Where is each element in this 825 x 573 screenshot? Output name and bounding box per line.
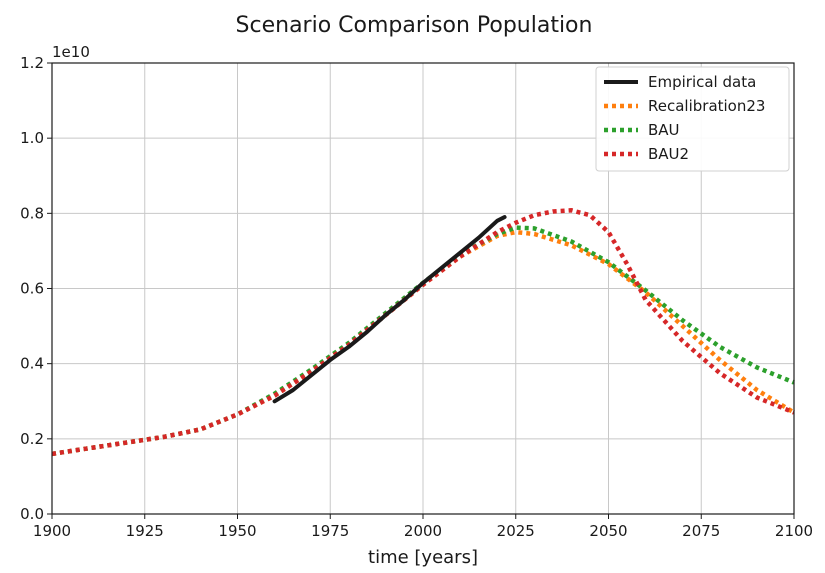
- y-tick-label: 0.6: [20, 280, 44, 298]
- x-tick-label: 1950: [218, 522, 256, 540]
- x-tick-label: 2050: [589, 522, 627, 540]
- y-tick-label: 0.2: [20, 430, 44, 448]
- x-axis-label: time [years]: [368, 547, 478, 568]
- y-tick-label: 0.4: [20, 355, 44, 373]
- legend: Empirical data Recalibration23 BAU BAU2: [595, 66, 790, 172]
- y-tick-label: 0.8: [20, 204, 44, 222]
- y-axis: 0.0 0.2 0.4 0.6 0.8 1.0 1.2: [20, 54, 52, 523]
- y-tick-label: 1.2: [20, 54, 44, 72]
- y-tick-label: 0.0: [20, 505, 44, 523]
- series-line-empirical-data: [272, 215, 507, 404]
- y-tick-label: 1.0: [20, 129, 44, 147]
- legend-label: BAU2: [648, 145, 689, 163]
- legend-box: [595, 66, 790, 172]
- x-tick-label: 2100: [775, 522, 813, 540]
- legend-label: Empirical data: [648, 73, 756, 91]
- x-tick-label: 2075: [682, 522, 720, 540]
- series-group: [51, 208, 796, 457]
- x-tick-label: 1925: [126, 522, 164, 540]
- y-axis-offset-label: 1e10: [52, 43, 90, 61]
- legend-label: BAU: [648, 121, 680, 139]
- x-tick-label: 1900: [33, 522, 71, 540]
- x-tick-label: 1975: [311, 522, 349, 540]
- x-tick-label: 2000: [404, 522, 442, 540]
- x-axis: 1900 1925 1950 1975 2000 2025 2050 2075 2100: [33, 514, 813, 540]
- legend-label: Recalibration23: [648, 97, 765, 115]
- x-tick-label: 2025: [497, 522, 535, 540]
- chart-title: Scenario Comparison Population: [236, 13, 593, 38]
